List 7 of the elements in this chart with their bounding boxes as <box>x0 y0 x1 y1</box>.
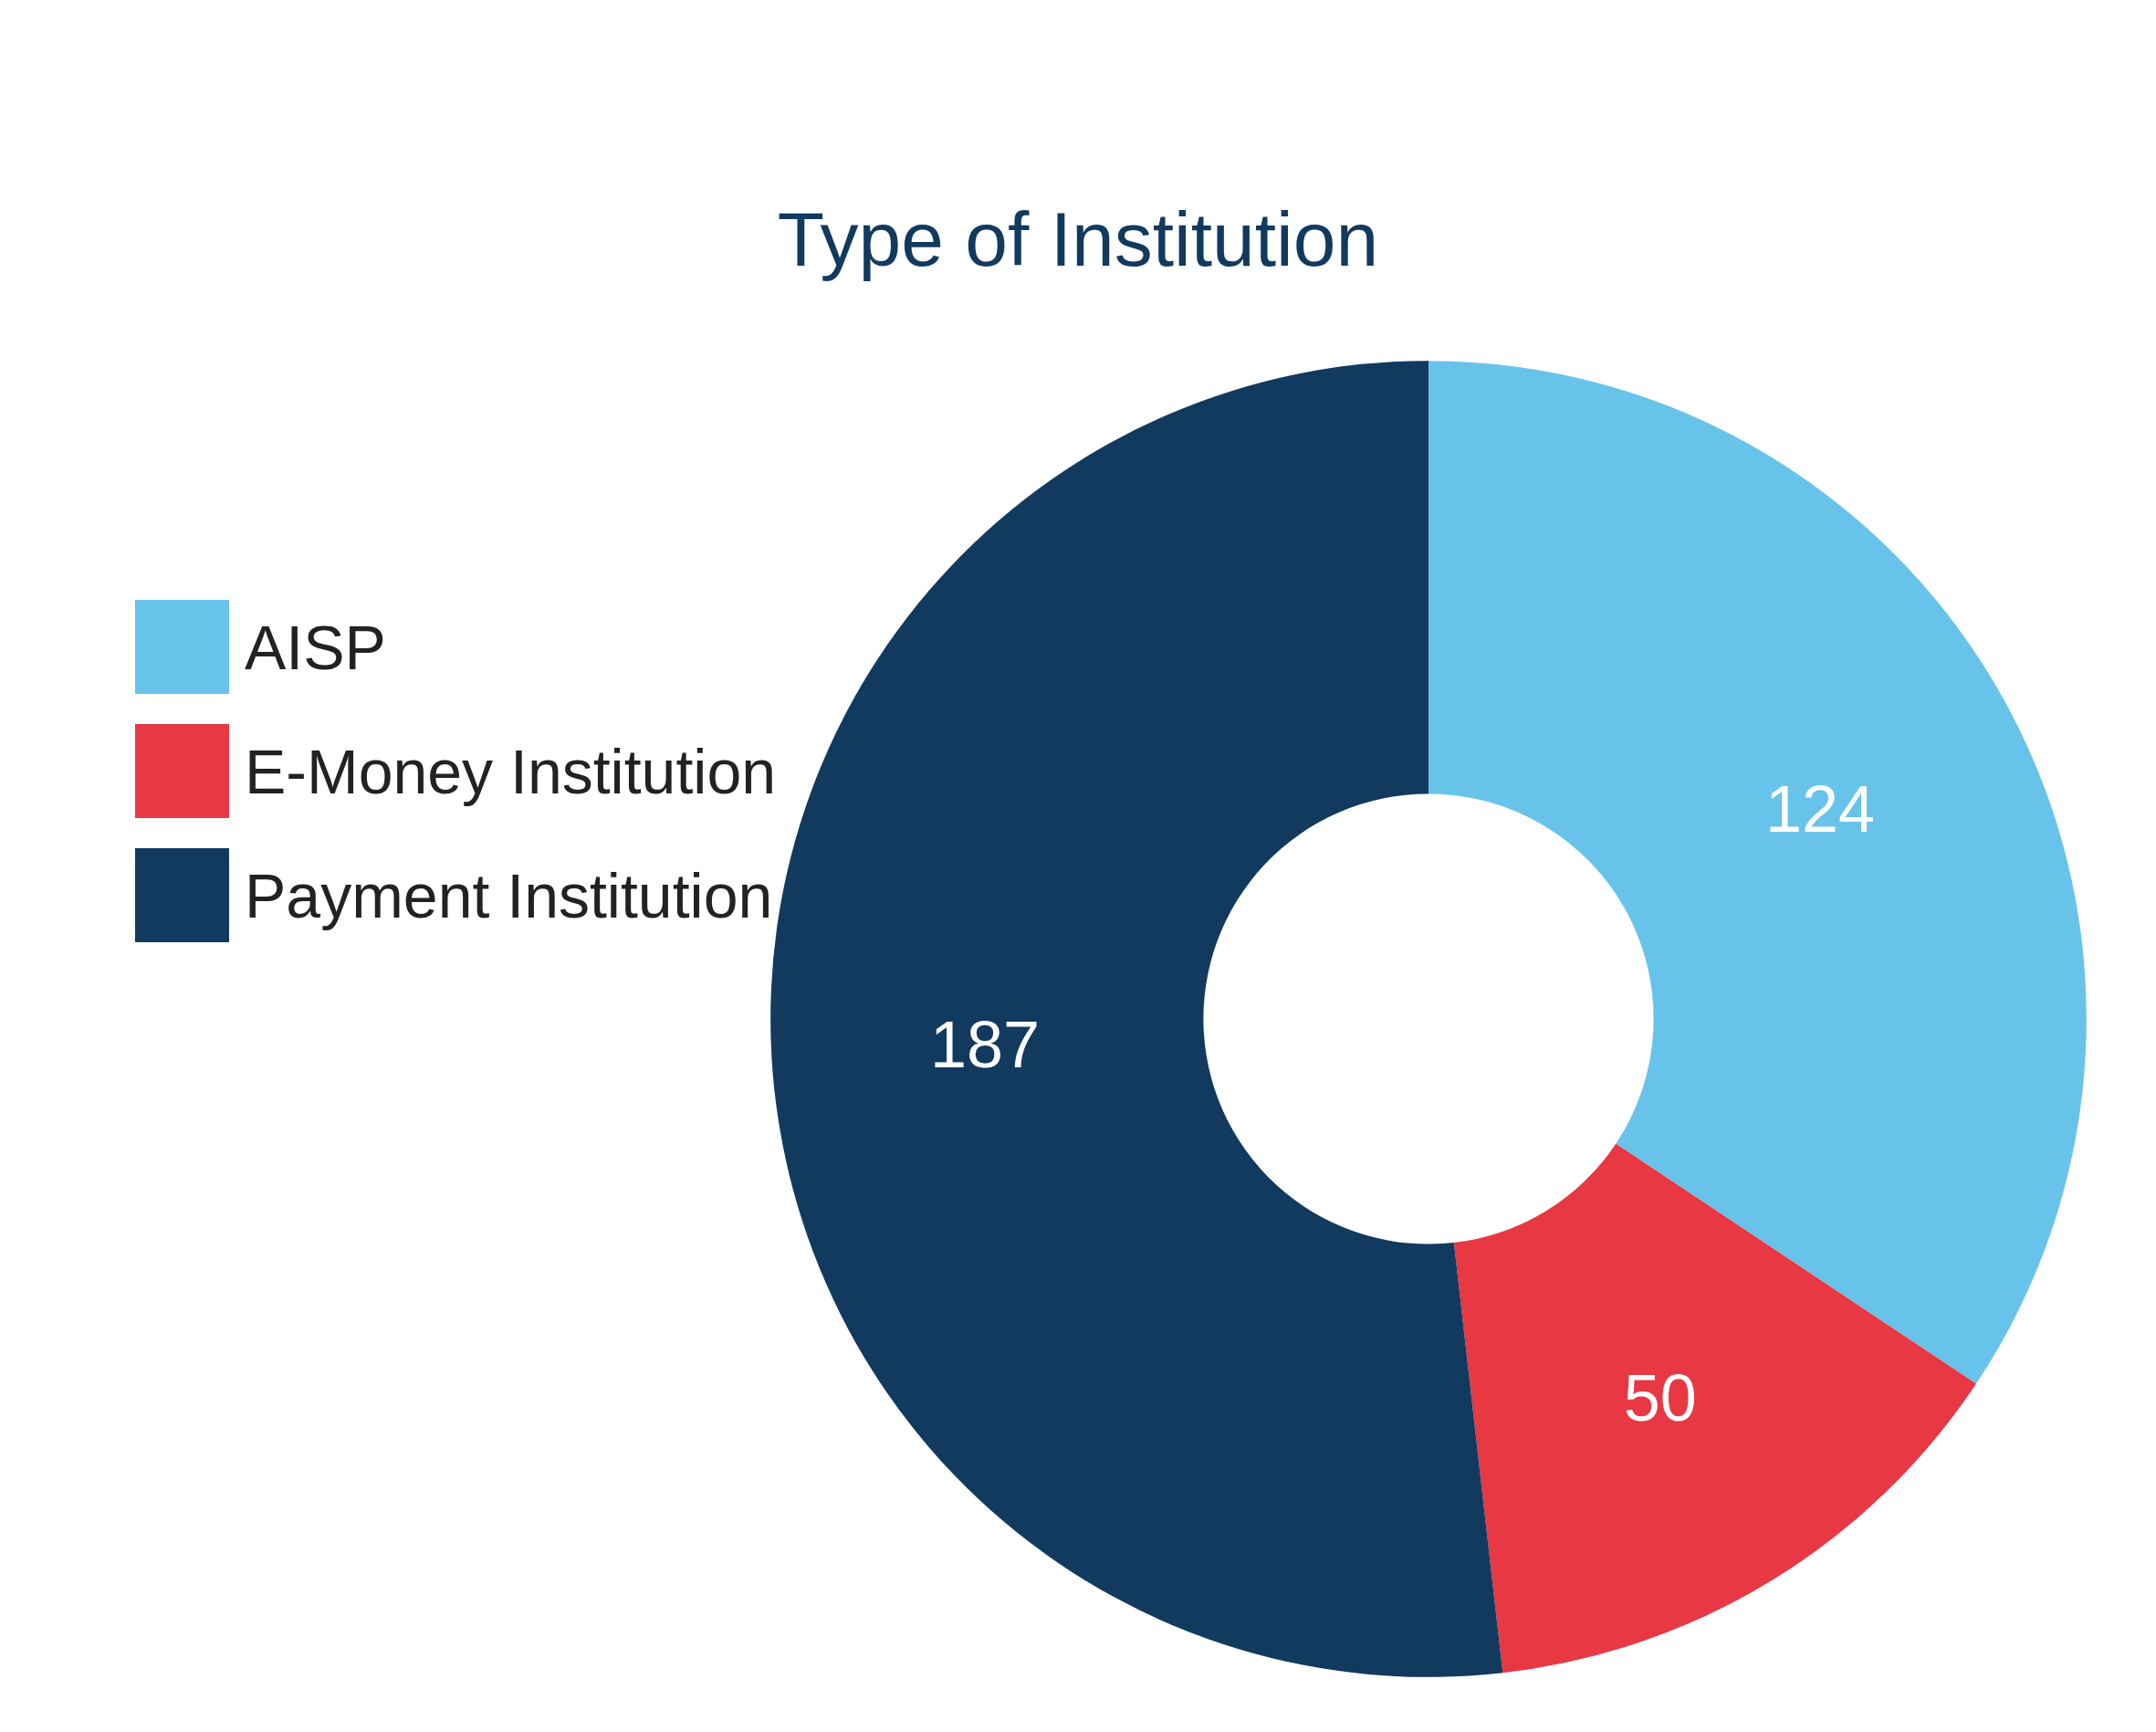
legend-label: E-Money Institution <box>245 736 777 806</box>
chart-title: Type of Institution <box>777 196 1379 282</box>
data-label: 187 <box>929 1007 1041 1081</box>
data-label: 50 <box>1623 1361 1697 1435</box>
data-label: 124 <box>1765 772 1876 846</box>
legend-label: Payment Institution <box>245 860 773 930</box>
legend-label: AISP <box>245 612 386 682</box>
